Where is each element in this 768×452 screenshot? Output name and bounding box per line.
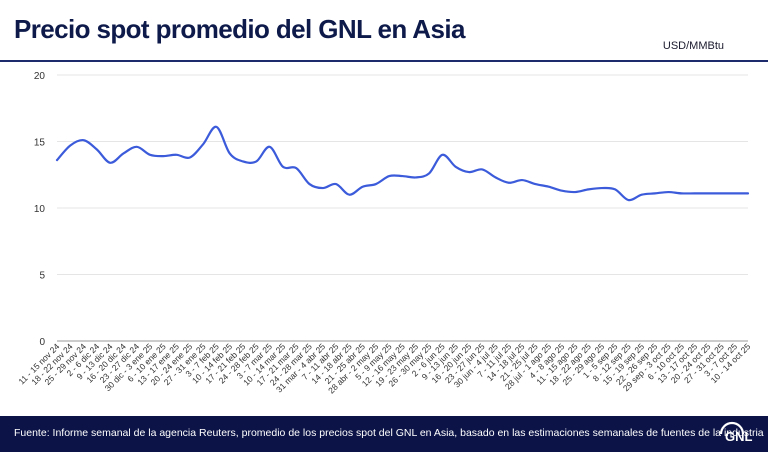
y-tick-label: 10 bbox=[34, 204, 46, 215]
unit-label: USD/MMBtu bbox=[662, 40, 724, 52]
series-line bbox=[55, 125, 750, 202]
source-note: Fuente: Informe semanal de la agencia Re… bbox=[14, 427, 764, 439]
logo-text: GNL bbox=[725, 429, 753, 444]
chart-title: Precio spot promedio del GNL en Asia bbox=[14, 14, 465, 44]
y-tick-label: 20 bbox=[34, 71, 46, 82]
y-tick-label: 15 bbox=[34, 138, 46, 149]
y-tick-label: 5 bbox=[39, 271, 45, 282]
header-divider bbox=[0, 60, 768, 62]
footer-bar: Fuente: Informe semanal de la agencia Re… bbox=[0, 416, 768, 452]
gnl-logo: GNL bbox=[719, 421, 753, 444]
y-tick-label: 0 bbox=[39, 337, 45, 348]
